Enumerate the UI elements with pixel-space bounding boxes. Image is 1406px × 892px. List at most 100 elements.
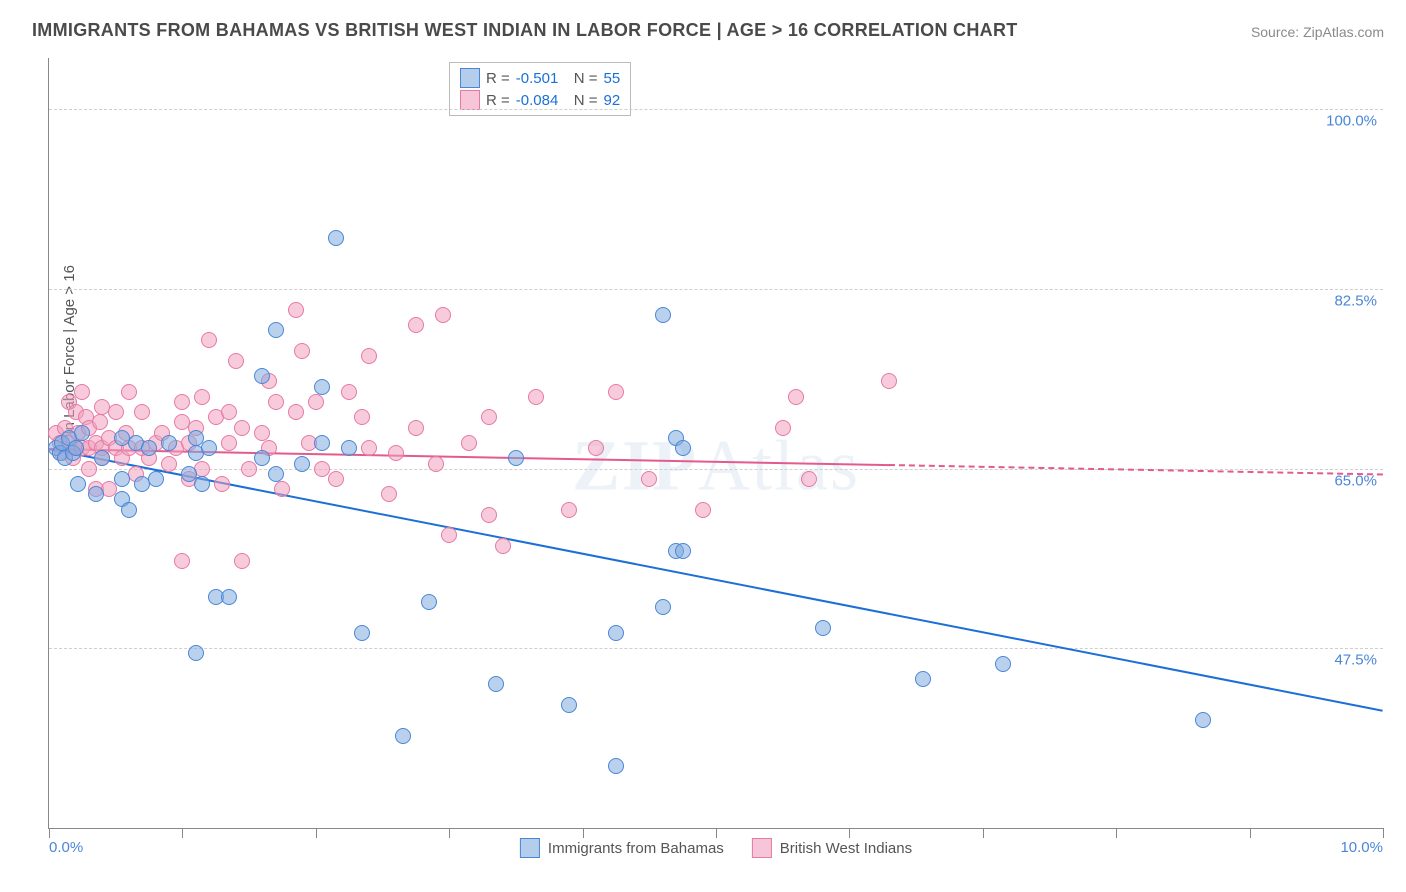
data-point-blue bbox=[268, 322, 284, 338]
data-point-pink bbox=[435, 307, 451, 323]
data-point-pink bbox=[294, 343, 310, 359]
data-point-pink bbox=[81, 461, 97, 477]
data-point-pink bbox=[288, 302, 304, 318]
n-label: N = bbox=[574, 70, 598, 87]
y-gridline bbox=[49, 289, 1383, 290]
data-point-pink bbox=[354, 409, 370, 425]
data-point-blue bbox=[675, 543, 691, 559]
data-point-pink bbox=[381, 486, 397, 502]
data-point-pink bbox=[254, 425, 270, 441]
data-point-blue bbox=[915, 671, 931, 687]
source-attribution: Source: ZipAtlas.com bbox=[1251, 24, 1384, 40]
data-point-blue bbox=[221, 589, 237, 605]
data-point-pink bbox=[288, 404, 304, 420]
data-point-pink bbox=[695, 502, 711, 518]
watermark: ZIPAtlas bbox=[572, 425, 860, 508]
source-name: ZipAtlas.com bbox=[1303, 24, 1384, 40]
chart-title: IMMIGRANTS FROM BAHAMAS VS BRITISH WEST … bbox=[32, 20, 1018, 41]
data-point-pink bbox=[174, 553, 190, 569]
r-label: R = bbox=[486, 70, 510, 87]
y-gridline bbox=[49, 109, 1383, 110]
data-point-blue bbox=[148, 471, 164, 487]
data-point-pink bbox=[361, 348, 377, 364]
x-tick bbox=[1116, 828, 1117, 838]
data-point-pink bbox=[234, 553, 250, 569]
legend-item-pink: British West Indians bbox=[752, 838, 912, 858]
swatch-pink-icon bbox=[460, 90, 480, 110]
x-tick bbox=[49, 828, 50, 838]
data-point-blue bbox=[188, 645, 204, 661]
n-value-blue: 55 bbox=[604, 70, 621, 87]
data-point-blue bbox=[68, 440, 84, 456]
watermark-light: Atlas bbox=[698, 426, 860, 506]
data-point-blue bbox=[254, 450, 270, 466]
x-tick bbox=[583, 828, 584, 838]
legend-label-blue: Immigrants from Bahamas bbox=[548, 840, 724, 857]
swatch-pink-icon bbox=[752, 838, 772, 858]
data-point-blue bbox=[815, 620, 831, 636]
data-point-blue bbox=[294, 456, 310, 472]
data-point-pink bbox=[214, 476, 230, 492]
data-point-blue bbox=[1195, 712, 1211, 728]
x-tick bbox=[182, 828, 183, 838]
data-point-blue bbox=[161, 435, 177, 451]
data-point-blue bbox=[314, 435, 330, 451]
x-tick bbox=[1383, 828, 1384, 838]
data-point-pink bbox=[388, 445, 404, 461]
data-point-blue bbox=[194, 476, 210, 492]
data-point-blue bbox=[995, 656, 1011, 672]
legend-row-pink: R = -0.084 N = 92 bbox=[460, 89, 620, 111]
data-point-pink bbox=[341, 384, 357, 400]
data-point-pink bbox=[241, 461, 257, 477]
data-point-pink bbox=[775, 420, 791, 436]
series-legend: Immigrants from Bahamas British West Ind… bbox=[520, 838, 912, 858]
legend-item-blue: Immigrants from Bahamas bbox=[520, 838, 724, 858]
x-tick bbox=[716, 828, 717, 838]
data-point-blue bbox=[354, 625, 370, 641]
data-point-pink bbox=[461, 435, 477, 451]
data-point-blue bbox=[268, 466, 284, 482]
data-point-blue bbox=[655, 307, 671, 323]
data-point-blue bbox=[561, 697, 577, 713]
data-point-pink bbox=[641, 471, 657, 487]
data-point-pink bbox=[481, 507, 497, 523]
data-point-pink bbox=[108, 404, 124, 420]
data-point-blue bbox=[488, 676, 504, 692]
swatch-blue-icon bbox=[520, 838, 540, 858]
y-gridline bbox=[49, 648, 1383, 649]
r-value-pink: -0.084 bbox=[516, 92, 568, 109]
x-tick bbox=[449, 828, 450, 838]
x-tick-label: 10.0% bbox=[1340, 839, 1383, 856]
data-point-blue bbox=[114, 471, 130, 487]
scatter-plot-area: ZIPAtlas In Labor Force | Age > 16 R = -… bbox=[48, 58, 1383, 829]
data-point-pink bbox=[481, 409, 497, 425]
data-point-pink bbox=[134, 404, 150, 420]
data-point-pink bbox=[308, 394, 324, 410]
x-tick bbox=[849, 828, 850, 838]
data-point-blue bbox=[421, 594, 437, 610]
data-point-blue bbox=[74, 425, 90, 441]
legend-label-pink: British West Indians bbox=[780, 840, 912, 857]
data-point-pink bbox=[408, 317, 424, 333]
data-point-blue bbox=[675, 440, 691, 456]
data-point-blue bbox=[314, 379, 330, 395]
data-point-pink bbox=[221, 404, 237, 420]
x-tick bbox=[316, 828, 317, 838]
data-point-pink bbox=[408, 420, 424, 436]
data-point-pink bbox=[608, 384, 624, 400]
data-point-pink bbox=[228, 353, 244, 369]
data-point-pink bbox=[161, 456, 177, 472]
legend-row-blue: R = -0.501 N = 55 bbox=[460, 67, 620, 89]
x-tick bbox=[1250, 828, 1251, 838]
data-point-blue bbox=[395, 728, 411, 744]
data-point-pink bbox=[121, 384, 137, 400]
data-point-pink bbox=[268, 394, 284, 410]
data-point-pink bbox=[428, 456, 444, 472]
data-point-blue bbox=[341, 440, 357, 456]
data-point-blue bbox=[88, 486, 104, 502]
trendline-blue bbox=[49, 448, 1383, 712]
y-tick-label: 47.5% bbox=[1334, 652, 1377, 669]
data-point-blue bbox=[141, 440, 157, 456]
data-point-pink bbox=[201, 332, 217, 348]
x-tick bbox=[983, 828, 984, 838]
